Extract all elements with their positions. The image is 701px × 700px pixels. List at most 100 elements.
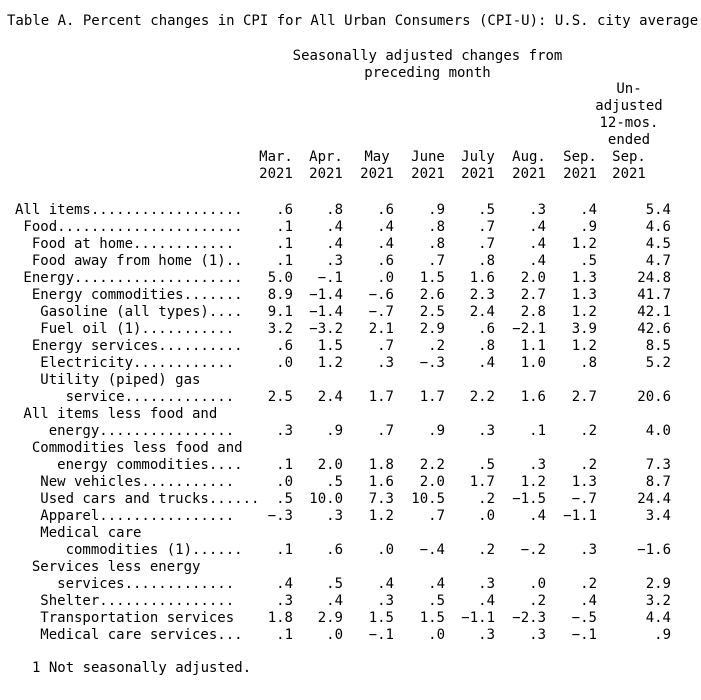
table-cell: 4.0: [645, 423, 671, 439]
column-header-line: Un-: [616, 81, 642, 97]
table-cell: −.1: [368, 627, 394, 643]
row-label: Shelter................: [15, 593, 235, 609]
column-header-line: Sep.: [612, 149, 646, 165]
table-cell: 1.2: [571, 236, 597, 252]
table-cell: −.1: [317, 270, 343, 286]
table-cell: 3.2: [267, 321, 293, 337]
table-cell: 4.5: [645, 236, 671, 252]
table-cell: 2.3: [469, 287, 495, 303]
table-cell: .5: [428, 593, 445, 609]
table-cell: 2.9: [645, 576, 671, 592]
table-cell: 3.4: [645, 508, 671, 524]
column-header: Aug. 2021: [489, 149, 569, 183]
table-cell: −1.6: [637, 542, 671, 558]
table-cell: .1: [276, 253, 293, 269]
table-cell: 1.7: [419, 389, 445, 405]
table-cell: .3: [478, 576, 495, 592]
table-cell: .4: [326, 236, 343, 252]
table-cell: 1.2: [317, 355, 343, 371]
row-label: services.............: [15, 576, 235, 592]
table-cell: 2.5: [267, 389, 293, 405]
table-cell: 1.6: [469, 270, 495, 286]
table-cell: .3: [276, 593, 293, 609]
table-cell: 7.3: [368, 491, 394, 507]
table-cell: 2.9: [419, 321, 445, 337]
table-cell: −1.1: [563, 508, 597, 524]
row-label: New vehicles...........: [15, 474, 235, 490]
table-cell: −.5: [571, 610, 597, 626]
column-header-line: Aug.: [512, 149, 546, 165]
table-cell: −.4: [419, 542, 445, 558]
table-cell: .7: [478, 219, 495, 235]
table-cell: −.7: [571, 491, 597, 507]
table-cell: .3: [478, 627, 495, 643]
table-cell: .4: [478, 593, 495, 609]
table-cell: 1.6: [368, 474, 394, 490]
table-cell: 10.0: [309, 491, 343, 507]
column-header-line: ended: [607, 132, 651, 148]
table-cell: .9: [428, 423, 445, 439]
table-cell: .2: [428, 338, 445, 354]
table-cell: −.6: [368, 287, 394, 303]
table-cell: .0: [428, 627, 445, 643]
table-cell: .2: [580, 457, 597, 473]
table-cell: .3: [529, 202, 546, 218]
table-cell: .5: [478, 202, 495, 218]
table-cell: .4: [580, 593, 597, 609]
table-cell: .1: [276, 542, 293, 558]
table-cell: 2.1: [368, 321, 394, 337]
table-cell: 4.7: [645, 253, 671, 269]
table-cell: .3: [529, 457, 546, 473]
table-cell: 4.4: [645, 610, 671, 626]
row-label: Energy commodities.......: [15, 287, 243, 303]
column-header-line: 2021: [512, 166, 546, 182]
row-label: Food away from home (1)..: [15, 253, 243, 269]
table-cell: .4: [478, 355, 495, 371]
column-header-line: 2021: [461, 166, 495, 182]
table-cell: 41.7: [637, 287, 671, 303]
table-cell: 2.6: [419, 287, 445, 303]
table-cell: .6: [276, 338, 293, 354]
row-label: energy commodities....: [15, 457, 243, 473]
table-cell: .6: [478, 321, 495, 337]
column-group-header-line: preceding month: [364, 65, 491, 81]
column-header: Sep. 2021: [540, 149, 620, 183]
table-cell: 2.2: [419, 457, 445, 473]
table-cell: .7: [377, 338, 394, 354]
column-header: July 2021: [438, 149, 518, 183]
table-cell: .4: [580, 202, 597, 218]
table-cell: 2.2: [469, 389, 495, 405]
column-header-line: May: [364, 149, 390, 165]
column-header-line: Sep.: [563, 149, 597, 165]
row-label: Fuel oil (1)...........: [15, 321, 235, 337]
table-cell: .4: [529, 236, 546, 252]
table-cell: 1.3: [571, 474, 597, 490]
table-cell: .3: [529, 627, 546, 643]
row-label: service.............: [15, 389, 235, 405]
table-cell: .0: [326, 627, 343, 643]
row-label: commodities (1)......: [15, 542, 243, 558]
table-cell: .5: [478, 457, 495, 473]
table-cell: .8: [580, 355, 597, 371]
table-cell: 1.3: [571, 270, 597, 286]
table-cell: .3: [276, 423, 293, 439]
table-cell: .4: [326, 593, 343, 609]
table-cell: 3.9: [571, 321, 597, 337]
column-header-line: July: [461, 149, 495, 165]
table-cell: 2.0: [317, 457, 343, 473]
table-cell: .1: [529, 423, 546, 439]
table-cell: 2.7: [571, 389, 597, 405]
table-cell: 1.8: [267, 610, 293, 626]
table-cell: .4: [276, 576, 293, 592]
table-cell: 8.9: [267, 287, 293, 303]
table-cell: .6: [377, 253, 394, 269]
table-cell: .4: [377, 576, 394, 592]
table-cell: .1: [276, 627, 293, 643]
table-cell: 2.7: [520, 287, 546, 303]
table-cell: .4: [377, 219, 394, 235]
table-cell: −.2: [520, 542, 546, 558]
column-header-line: 2021: [259, 166, 293, 182]
table-cell: .9: [428, 202, 445, 218]
table-cell: .9: [326, 423, 343, 439]
